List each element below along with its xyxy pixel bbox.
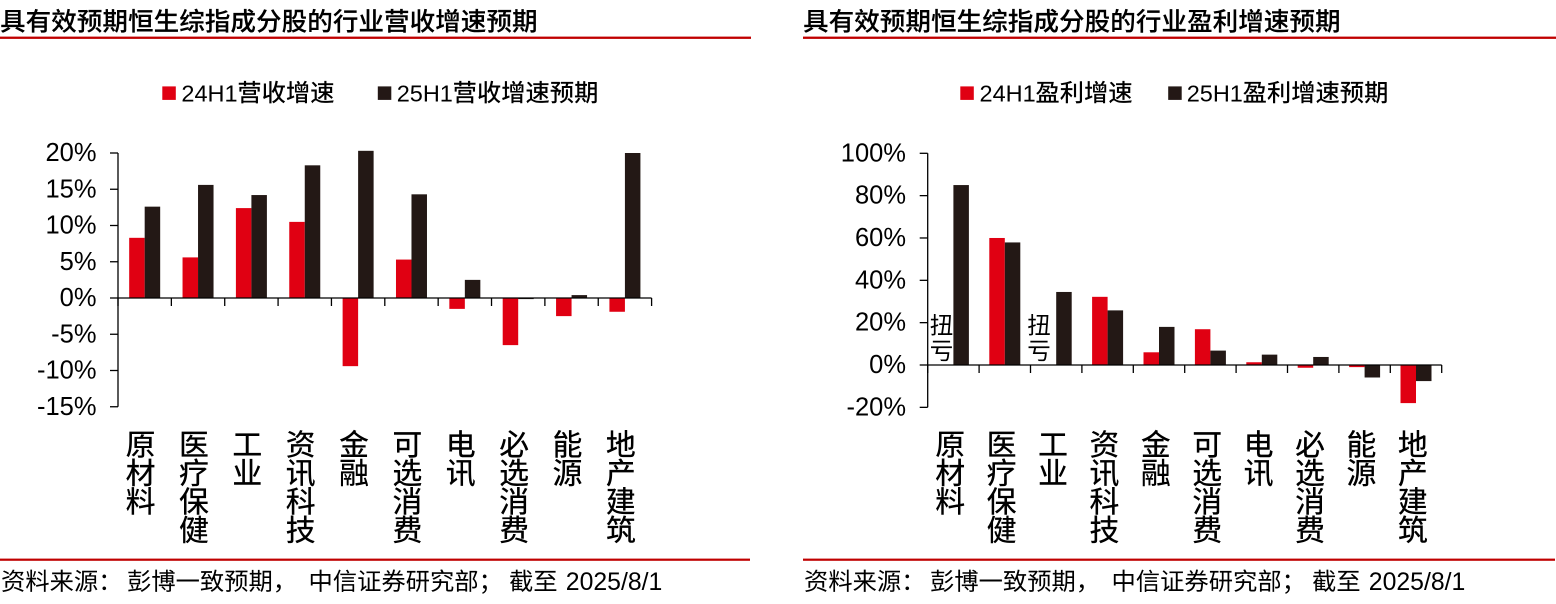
svg-text:20%: 20% xyxy=(45,139,96,167)
svg-text:20%: 20% xyxy=(855,309,906,337)
svg-text:25H1: 25H1 xyxy=(1187,80,1243,106)
svg-text:15%: 15% xyxy=(45,175,96,203)
svg-text:2025/8/1: 2025/8/1 xyxy=(566,569,663,596)
svg-text:40%: 40% xyxy=(855,266,906,294)
svg-text:100%: 100% xyxy=(841,139,906,167)
svg-text:-5%: -5% xyxy=(51,320,96,348)
svg-text:-15%: -15% xyxy=(37,393,97,421)
svg-text:5%: 5% xyxy=(60,248,97,276)
svg-text:60%: 60% xyxy=(855,224,906,252)
svg-text:24H1: 24H1 xyxy=(980,80,1036,106)
svg-text:0%: 0% xyxy=(60,284,97,312)
svg-text:80%: 80% xyxy=(855,182,906,210)
svg-text:24H1: 24H1 xyxy=(181,80,237,106)
svg-text:2025/8/1: 2025/8/1 xyxy=(1369,569,1466,596)
svg-text:10%: 10% xyxy=(45,212,96,240)
svg-text:-10%: -10% xyxy=(37,357,97,385)
svg-text:0%: 0% xyxy=(869,351,906,379)
svg-text:25H1: 25H1 xyxy=(397,80,453,106)
svg-text:-20%: -20% xyxy=(846,393,906,421)
